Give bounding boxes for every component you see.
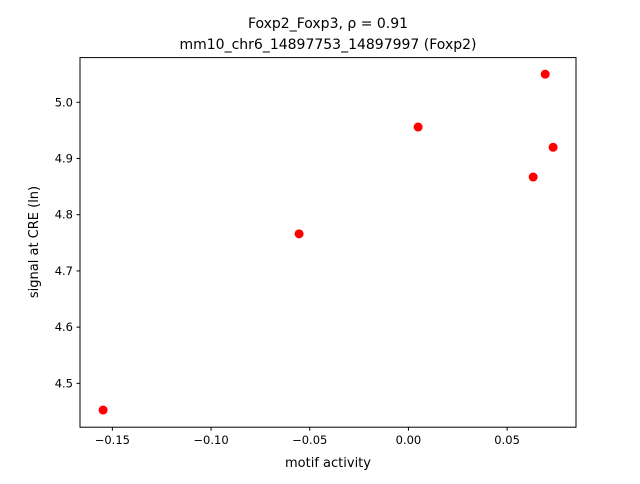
- x-tick-label: 0.05: [494, 433, 520, 447]
- y-tick-label: 4.8: [55, 208, 73, 222]
- y-tick-label: 4.6: [55, 320, 73, 334]
- chart-title-line1: Foxp2_Foxp3, ρ = 0.91: [248, 16, 408, 32]
- chart-title-line2: mm10_chr6_14897753_14897997 (Foxp2): [180, 37, 477, 53]
- data-point: [294, 229, 304, 239]
- y-tick-label: 5.0: [55, 95, 73, 109]
- y-tick-label: 4.5: [55, 376, 73, 390]
- x-tick-label: −0.05: [292, 433, 327, 447]
- y-axis: 4.5 4.6 4.7 4.8 4.9 5.0: [55, 95, 80, 390]
- x-axis-label: motif activity: [285, 456, 371, 471]
- x-tick-label: −0.15: [95, 433, 130, 447]
- plot-area: [98, 69, 558, 415]
- y-tick-label: 4.7: [55, 264, 73, 278]
- data-point: [98, 405, 108, 415]
- data-point: [413, 122, 423, 132]
- data-point: [540, 69, 550, 79]
- axes-frame: [79, 57, 577, 428]
- x-tick-label: 0.00: [396, 433, 422, 447]
- x-tick-label: −0.10: [193, 433, 228, 447]
- data-point: [528, 172, 538, 182]
- x-axis: −0.15 −0.10 −0.05 0.00 0.05: [95, 427, 520, 447]
- y-tick-label: 4.9: [55, 152, 73, 166]
- y-axis-label: signal at CRE (ln): [27, 186, 42, 298]
- data-point: [548, 142, 558, 152]
